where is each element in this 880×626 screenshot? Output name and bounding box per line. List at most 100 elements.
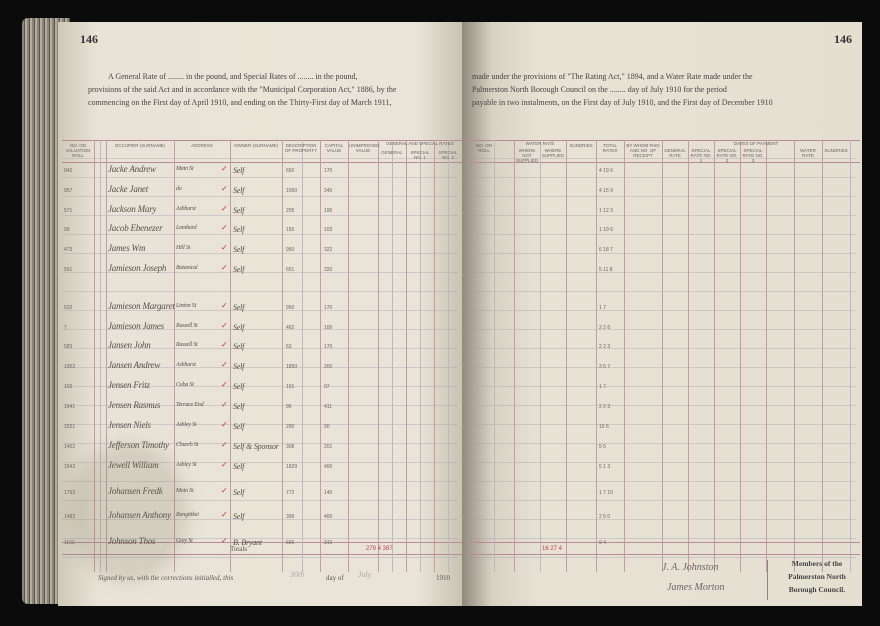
- total-rates: 1 7 10: [599, 490, 613, 496]
- column-rule: [794, 140, 795, 572]
- members-line: Palmerston North: [788, 572, 846, 581]
- address: Grey St: [176, 538, 193, 544]
- unimproved-value: 170: [324, 305, 333, 311]
- occupier-name: Jensen Fritz: [108, 380, 150, 390]
- total-rates: 1 12 3: [599, 208, 613, 214]
- valuation-no: 632: [64, 305, 73, 311]
- column-rule: [662, 140, 663, 572]
- owner: Self: [233, 166, 245, 175]
- rule: [62, 542, 462, 543]
- col-roll-no: No. on Roll: [475, 143, 492, 153]
- members-text: Members of the Palmerston North Borough …: [782, 557, 852, 596]
- column-rule: [714, 140, 715, 572]
- capital-value: 205: [286, 208, 295, 214]
- capital-value: 96: [286, 404, 292, 410]
- header-right-line-2: Palmerston North Borough Council on the …: [472, 85, 727, 94]
- col-occupier: OCCUPIER (Surname): [114, 143, 166, 148]
- capital-value: 950: [286, 247, 295, 253]
- unimproved-value: 103: [324, 227, 333, 233]
- occupier-name: Jacke Andrew: [108, 164, 156, 174]
- capital-value: 155: [286, 227, 295, 233]
- signature-1: J. A. Johnston: [662, 562, 719, 573]
- totals-label: Totals: [230, 545, 248, 553]
- col-rates: GENERAL AND SPECIAL RATES: [386, 141, 454, 146]
- members-line: Members of the: [791, 559, 843, 568]
- address: do: [176, 186, 182, 192]
- unimproved-value: 140: [324, 490, 333, 496]
- col-sundries: Sundries: [569, 143, 593, 148]
- owner: Self: [233, 402, 245, 411]
- column-rule: [100, 140, 101, 572]
- footer-signed: Signed by us, with the corrections initi…: [98, 574, 234, 582]
- rule: [62, 554, 462, 555]
- address: Ashhurst: [176, 362, 196, 368]
- address: Hill St: [176, 245, 191, 251]
- total-rates: 1 19 6: [599, 227, 613, 233]
- check-mark-icon: ✓: [221, 301, 228, 310]
- unimproved-value: 97: [324, 384, 330, 390]
- footer-year: 1910: [436, 574, 450, 582]
- check-mark-icon: ✓: [221, 420, 228, 429]
- page-number-left: 146: [80, 32, 98, 46]
- header-right-line-3: payable in two instalments, on the First…: [472, 98, 773, 107]
- capital-value: 666: [286, 540, 295, 546]
- capital-value: 1000: [286, 188, 298, 194]
- col-paid-by: By whom paid and No. of Receipt: [626, 143, 660, 158]
- check-mark-icon: ✓: [221, 486, 228, 495]
- col-date-general: General Rate: [664, 148, 686, 158]
- address: Ashhurst: [176, 206, 196, 212]
- owner: Self: [233, 422, 245, 431]
- address: Botanical: [176, 265, 198, 271]
- unimproved-value: 170: [324, 168, 333, 174]
- occupier-name: Jacke Janet: [108, 184, 149, 194]
- footer-month: July: [358, 570, 372, 579]
- column-rule: [320, 140, 321, 572]
- col-total-rates: Total Rates: [602, 143, 618, 153]
- valuation-no: 957: [64, 188, 73, 194]
- owner: Self & Sponsor: [233, 442, 279, 451]
- total-rates: 1 7: [599, 305, 606, 311]
- column-rule: [406, 140, 407, 572]
- signature-2: James Morton: [667, 582, 725, 593]
- occupier-name: Jamieson Joseph: [108, 263, 167, 273]
- check-mark-icon: ✓: [221, 223, 228, 232]
- owner: Self: [233, 362, 245, 371]
- occupier-name: Jefferson Timothy: [108, 440, 169, 450]
- capital-value: 63: [286, 344, 292, 350]
- unimproved-value: 400: [324, 464, 333, 470]
- column-rule: [420, 140, 421, 572]
- column-rule: [106, 140, 107, 572]
- valuation-no: 942: [64, 168, 73, 174]
- check-mark-icon: ✓: [221, 204, 228, 213]
- footer-day-of: day of: [326, 574, 344, 582]
- column-rule: [514, 140, 515, 572]
- total-rates: 9 4: [599, 540, 606, 546]
- check-mark-icon: ✓: [221, 460, 228, 469]
- capital-value: 399: [286, 514, 295, 520]
- valuation-no: 103: [64, 384, 73, 390]
- check-mark-icon: ✓: [221, 510, 228, 519]
- col-date-special-1: Special Rate No. 1: [690, 148, 712, 163]
- column-rule: [348, 140, 349, 572]
- address: Church St: [176, 442, 199, 448]
- divider: [767, 560, 768, 600]
- valuation-no: 1793: [64, 490, 76, 496]
- check-mark-icon: ✓: [221, 400, 228, 409]
- column-rule: [688, 140, 689, 572]
- rule: [62, 162, 462, 163]
- check-mark-icon: ✓: [221, 360, 228, 369]
- column-rule: [566, 140, 567, 572]
- column-rule: [624, 140, 625, 572]
- totals-right: 16 27 4: [542, 546, 563, 552]
- address: Terrace End: [176, 402, 204, 408]
- left-page: 146 A General Rate of ........ in the po…: [58, 22, 462, 606]
- column-rule: [494, 140, 495, 572]
- check-mark-icon: ✓: [221, 340, 228, 349]
- check-mark-icon: ✓: [221, 321, 228, 330]
- capital-value: 950: [286, 305, 295, 311]
- check-mark-icon: ✓: [221, 184, 228, 193]
- header-line-2: provisions of the said Act and in accord…: [88, 85, 397, 94]
- column-rule: [740, 140, 741, 572]
- check-mark-icon: ✓: [221, 263, 228, 272]
- occupier-name: Jansen Andrew: [108, 360, 161, 370]
